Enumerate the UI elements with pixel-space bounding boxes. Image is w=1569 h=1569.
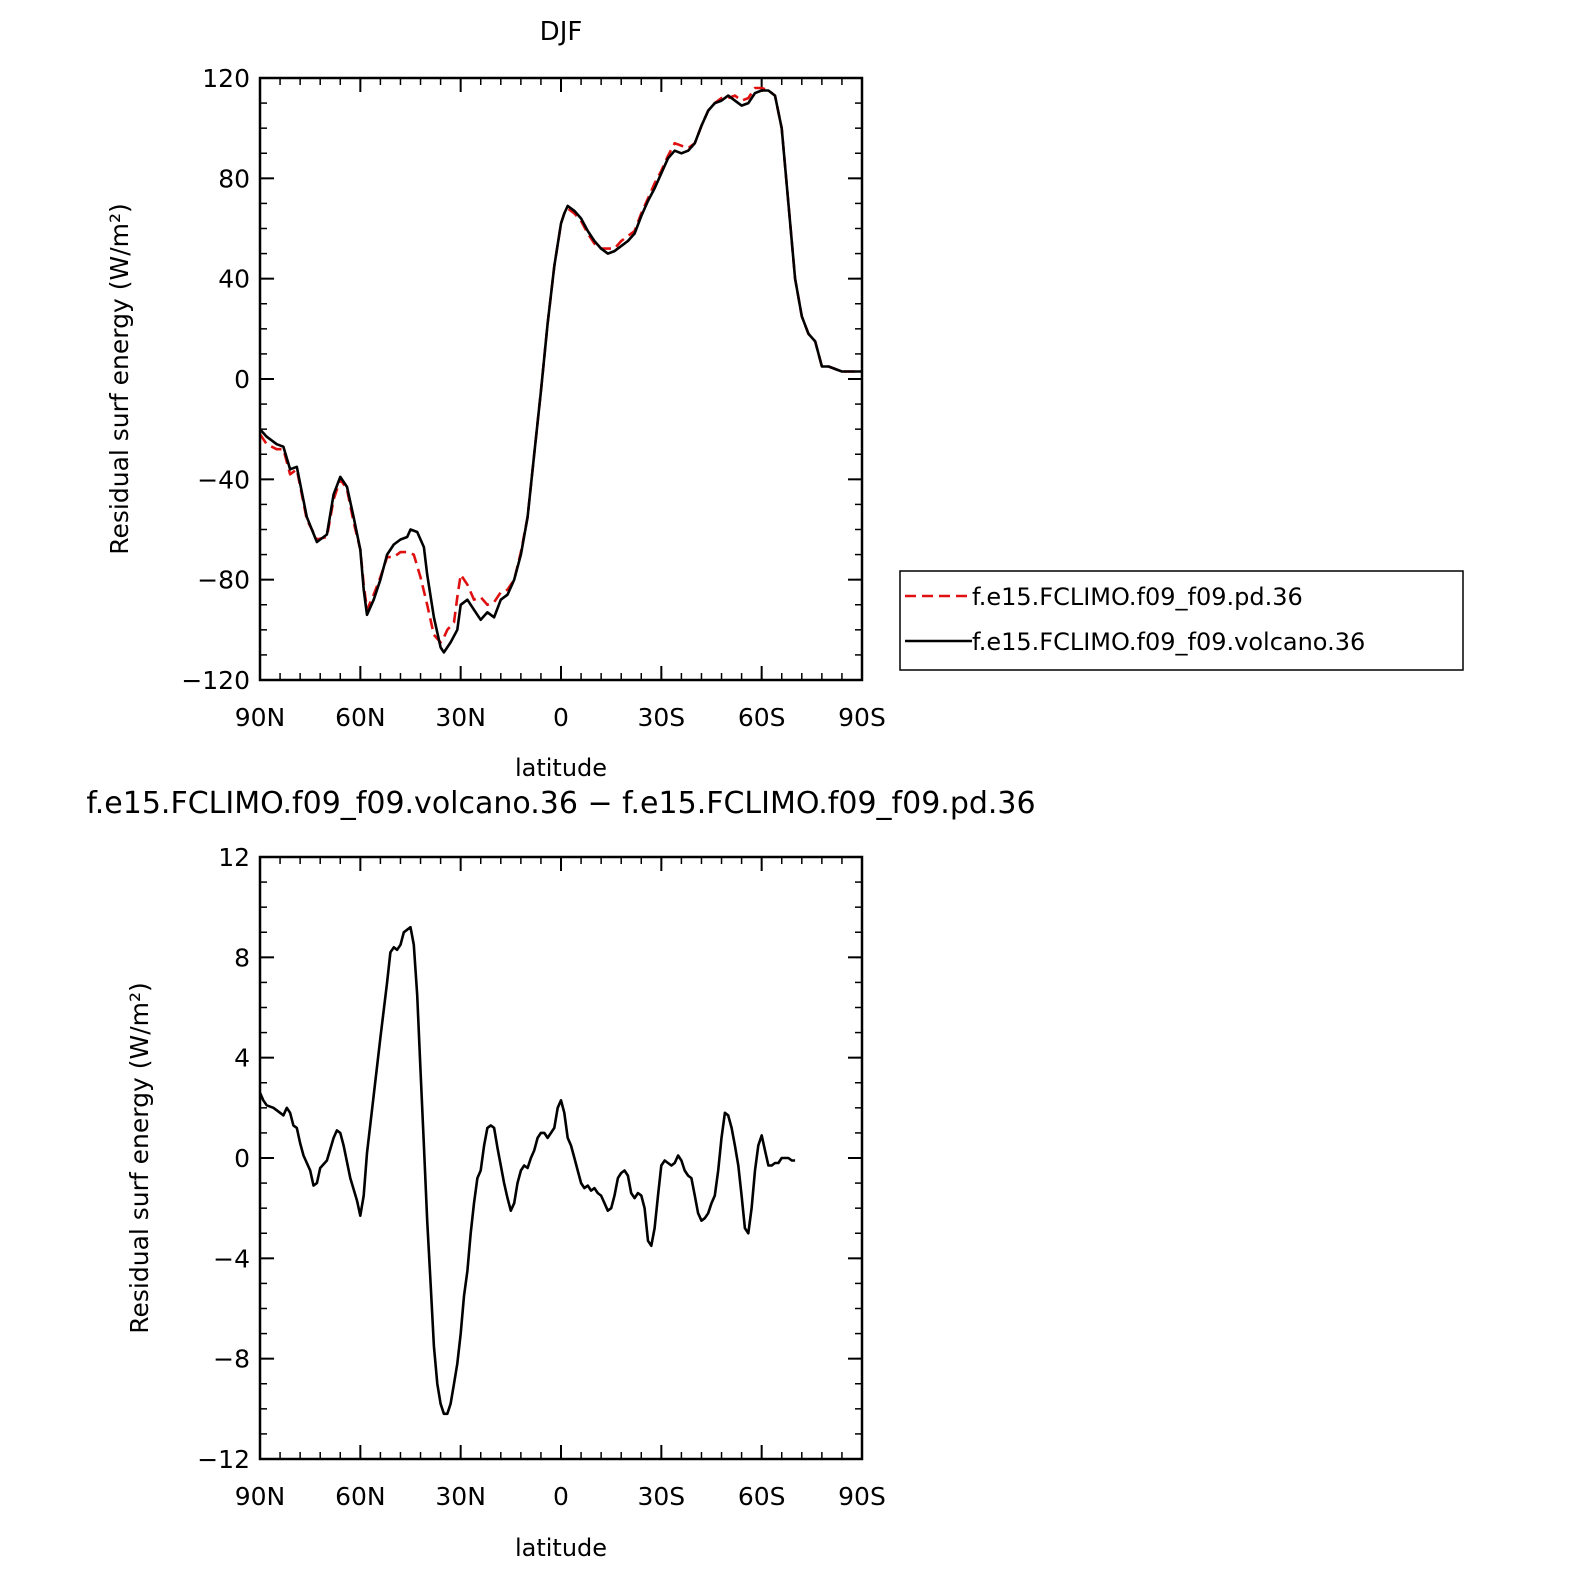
- top-plot-frame: [258, 76, 864, 682]
- bottom-axis-ticks: 90N 60N 30N 0 30S 60S 90S −12 −8 −4 0 4 8 12: [197, 843, 886, 1511]
- x-tick-label: 60N: [335, 703, 386, 732]
- y-tick-label: 4: [234, 1044, 250, 1073]
- x-tick-label: 0: [553, 1482, 569, 1511]
- y-tick-label: −4: [213, 1244, 250, 1273]
- series-line-1-0: [258, 925, 796, 1416]
- top-chart-title: DJF: [540, 17, 583, 47]
- x-tick-label: 60S: [738, 1482, 786, 1511]
- y-tick-label: 0: [234, 365, 250, 394]
- x-tick-label: 90N: [235, 703, 286, 732]
- y-tick-label: −80: [197, 566, 250, 595]
- top-y-axis-label: Residual surf energy (W/m²): [105, 203, 134, 555]
- x-tick-label: 90S: [838, 703, 886, 732]
- y-tick-label: −40: [197, 465, 250, 494]
- top-axis-ticks: 90N 60N 30N 0 30S 60S 90S −120 −80 −40 0 40 80 120: [181, 64, 886, 732]
- y-tick-label: 80: [218, 164, 250, 193]
- bottom-series-lines: [258, 925, 796, 1416]
- legend: f.e15.FCLIMO.f09_f09.pd.36 f.e15.FCLIMO.…: [899, 570, 1464, 671]
- top-series-lines: [258, 86, 862, 654]
- x-tick-label: 90N: [235, 1482, 286, 1511]
- x-tick-label: 60S: [738, 703, 786, 732]
- y-tick-label: 40: [218, 265, 250, 294]
- y-tick-label: −8: [213, 1345, 250, 1374]
- legend-label-pd: f.e15.FCLIMO.f09_f09.pd.36: [972, 583, 1303, 611]
- bottom-chart-title: f.e15.FCLIMO.f09_f09.volcano.36 − f.e15.…: [86, 786, 1035, 821]
- y-tick-label: 12: [218, 843, 250, 872]
- x-tick-label: 30S: [637, 1482, 685, 1511]
- x-tick-label: 60N: [335, 1482, 386, 1511]
- series-line-0-1: [259, 89, 862, 654]
- top-x-axis-label: latitude: [515, 754, 607, 782]
- legend-box: [899, 570, 1464, 671]
- top-panel: DJF 90N 60N 30N 0 30S 60S 90S −120 −80 −40 0 40 80 12…: [105, 17, 1464, 782]
- x-tick-label: 30N: [435, 1482, 486, 1511]
- y-tick-label: −12: [197, 1445, 250, 1474]
- series-line-0-0: [258, 86, 862, 644]
- x-tick-label: 30N: [435, 703, 486, 732]
- bottom-panel: f.e15.FCLIMO.f09_f09.volcano.36 − f.e15.…: [86, 786, 1035, 1562]
- x-tick-label: 30S: [637, 703, 685, 732]
- bottom-plot-frame: [258, 855, 864, 1461]
- x-tick-label: 90S: [838, 1482, 886, 1511]
- y-tick-label: 120: [202, 64, 250, 93]
- y-tick-label: 0: [234, 1144, 250, 1173]
- y-tick-label: 8: [234, 943, 250, 972]
- y-tick-label: −120: [181, 666, 250, 695]
- legend-label-volcano: f.e15.FCLIMO.f09_f09.volcano.36: [972, 628, 1365, 656]
- bottom-x-axis-label: latitude: [515, 1534, 607, 1562]
- x-tick-label: 0: [553, 703, 569, 732]
- bottom-y-axis-label: Residual surf energy (W/m²): [125, 982, 154, 1334]
